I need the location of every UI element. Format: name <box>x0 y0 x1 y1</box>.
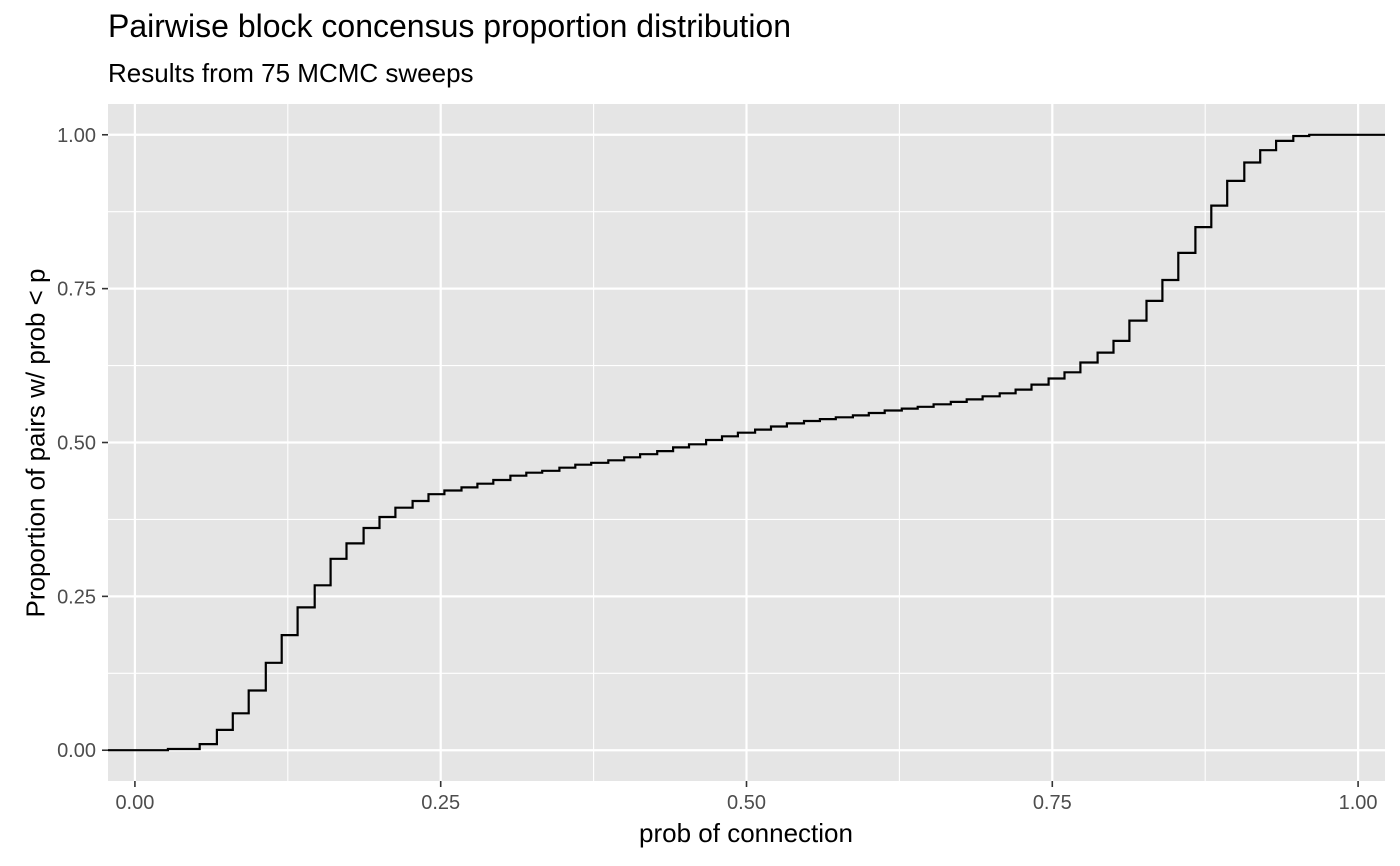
y-axis-label: Proportion of pairs w/ prob < p <box>20 268 51 618</box>
major-grid <box>108 104 1385 781</box>
x-tick-label: 0.75 <box>1033 792 1072 814</box>
chart-title: Pairwise block concensus proportion dist… <box>108 8 792 44</box>
chart-subtitle: Results from 75 MCMC sweeps <box>108 58 474 88</box>
y-tick-label: 0.50 <box>57 433 96 455</box>
x-tick-label: 0.25 <box>421 792 460 814</box>
ecdf-step-line <box>108 133 1385 752</box>
y-tick-label: 0.25 <box>57 586 96 608</box>
y-tick-label: 0.00 <box>57 740 96 762</box>
y-axis: 0.00 0.25 0.50 0.75 1.00 <box>57 125 108 762</box>
x-tick-label: 0.00 <box>115 792 154 814</box>
y-tick-label: 1.00 <box>57 125 96 147</box>
x-tick-label: 1.00 <box>1339 792 1378 814</box>
x-axis: 0.00 0.25 0.50 0.75 1.00 <box>115 781 1378 814</box>
x-axis-label: prob of connection <box>639 818 853 848</box>
x-tick-label: 0.50 <box>727 792 766 814</box>
y-tick-label: 0.75 <box>57 279 96 301</box>
